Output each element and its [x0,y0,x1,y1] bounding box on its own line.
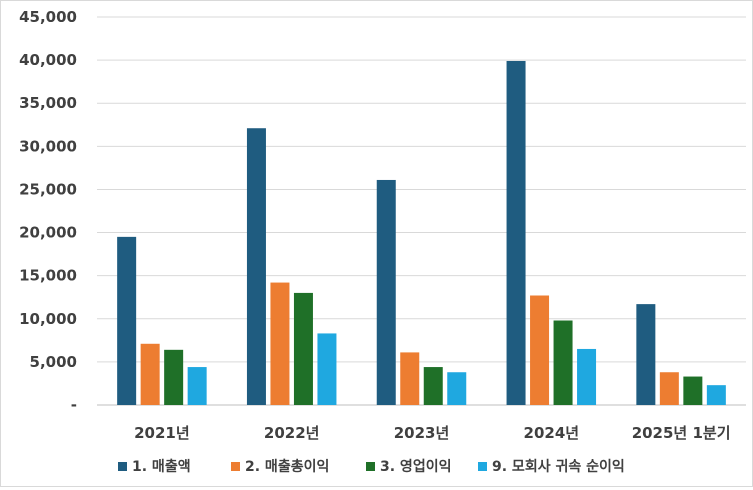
bar [423,367,443,405]
legend-swatch [231,462,240,471]
y-tick-label: - [71,396,77,414]
bar [506,60,526,406]
bar [293,292,313,405]
legend-label: 1. 매출액 [132,458,191,475]
x-tick-label: 2022년 [264,424,320,442]
bar [659,372,679,405]
legend-label: 2. 매출총이익 [245,458,329,475]
x-tick-label: 2023년 [394,424,450,442]
bar [636,304,656,405]
bar [400,352,420,405]
bar [164,349,184,405]
y-tick-label: 40,000 [19,51,77,69]
x-axis-ticks: 2021년 2022년 2023년 2024년 2025년 1분기 [134,424,730,442]
legend: 1. 매출액 2. 매출총이익 3. 영업이익 9. 모회사 귀속 순이익 [118,458,625,475]
y-tick-label: 30,000 [19,137,77,155]
x-tick-label: 2025년 1분기 [632,424,731,442]
legend-swatch [478,462,487,471]
bar [270,282,290,405]
gridlines [97,16,746,406]
legend-label: 3. 영업이익 [380,458,451,475]
bar [140,343,160,405]
bar [317,333,337,405]
y-tick-label: 35,000 [19,94,77,112]
y-tick-label: 45,000 [19,8,77,26]
bar [187,367,207,405]
x-tick-label: 2024년 [524,424,580,442]
y-tick-label: 5,000 [30,353,77,371]
bar [683,376,703,405]
bar [246,128,266,405]
bar [706,385,726,405]
y-tick-label: 15,000 [19,267,77,285]
bar [553,320,573,405]
y-tick-label: 25,000 [19,180,77,198]
bar [117,236,137,405]
y-tick-label: 20,000 [19,224,77,242]
bars [117,60,726,406]
bar [577,348,597,405]
legend-swatch [366,462,375,471]
bar [530,295,550,405]
x-tick-label: 2021년 [134,424,190,442]
legend-swatch [118,462,127,471]
legend-label: 9. 모회사 귀속 순이익 [492,458,625,475]
y-axis-ticks: - 5,000 10,000 15,000 20,000 25,000 30,000 35,0… [19,8,77,414]
bar [447,372,467,405]
bar [376,179,396,405]
y-tick-label: 10,000 [19,310,77,328]
